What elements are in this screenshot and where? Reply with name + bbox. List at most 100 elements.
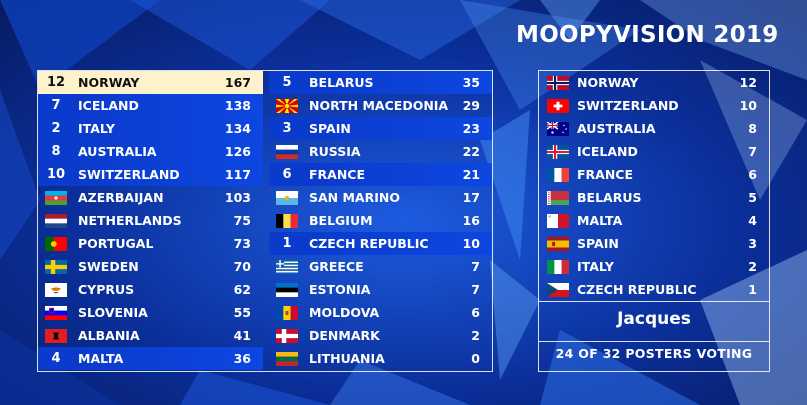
scoreboard-row: SAN MARINO 17 bbox=[269, 186, 492, 209]
country-name: ITALY bbox=[78, 121, 115, 136]
total-score: 17 bbox=[462, 190, 480, 205]
row-slot bbox=[38, 301, 74, 324]
vote-points: 2 bbox=[748, 259, 757, 274]
vote-country-name: ICELAND bbox=[577, 144, 638, 159]
country-name: ALBANIA bbox=[78, 328, 140, 343]
scoreboard-row: NORTH MACEDONIA 29 bbox=[269, 94, 492, 117]
scoreboard-row: LITHUANIA 0 bbox=[269, 347, 492, 370]
row-slot bbox=[38, 255, 74, 278]
vote-points: 10 bbox=[739, 98, 757, 113]
scoreboard-row: 2 ITALY 134 bbox=[38, 117, 263, 140]
country-name: MALTA bbox=[78, 351, 124, 366]
vote-row: ITALY 2 bbox=[539, 255, 769, 278]
vote-points: 5 bbox=[748, 190, 757, 205]
vote-row: ICELAND 7 bbox=[539, 140, 769, 163]
scoreboard-row: PORTUGAL 73 bbox=[38, 232, 263, 255]
albania-flag bbox=[45, 329, 67, 343]
country-name: SLOVENIA bbox=[78, 305, 148, 320]
row-slot bbox=[269, 324, 305, 347]
vote-row: CZECH REPUBLIC 1 bbox=[539, 278, 769, 301]
row-slot bbox=[269, 209, 305, 232]
vote-country-name: SPAIN bbox=[577, 236, 619, 251]
country-name: NORTH MACEDONIA bbox=[309, 98, 449, 113]
scoreboard-left-column: 12 NORWAY 167 7 ICELAND 138 2 ITALY 134 … bbox=[38, 71, 263, 370]
scoreboard-row: 12 NORWAY 167 bbox=[38, 71, 263, 94]
vote-row: MALTA 4 bbox=[539, 209, 769, 232]
total-score: 21 bbox=[462, 167, 480, 182]
france-flag bbox=[547, 168, 569, 182]
country-name: AUSTRALIA bbox=[78, 144, 157, 159]
total-score: 7 bbox=[471, 282, 480, 297]
scoreboard-row: 8 AUSTRALIA 126 bbox=[38, 140, 263, 163]
scoreboard-row: 5 BELARUS 35 bbox=[269, 71, 492, 94]
scoreboard-row: 4 MALTA 36 bbox=[38, 347, 263, 370]
total-score: 73 bbox=[233, 236, 251, 251]
total-score: 16 bbox=[462, 213, 480, 228]
vote-country-name: NORWAY bbox=[577, 75, 639, 90]
row-slot bbox=[269, 278, 305, 301]
total-score: 2 bbox=[471, 328, 480, 343]
malta-flag bbox=[547, 214, 569, 228]
scoreboard-row: NETHERLANDS 75 bbox=[38, 209, 263, 232]
vote-country-name: BELARUS bbox=[577, 190, 642, 205]
belgium-flag bbox=[276, 214, 298, 228]
denmark-flag bbox=[276, 329, 298, 343]
netherlands-flag bbox=[45, 214, 67, 228]
moldova-flag bbox=[276, 306, 298, 320]
total-score: 167 bbox=[224, 75, 251, 90]
vote-country-name: ITALY bbox=[577, 259, 614, 274]
lithuania-flag bbox=[276, 352, 298, 366]
country-name: RUSSIA bbox=[309, 144, 361, 159]
total-score: 70 bbox=[233, 259, 251, 274]
vote-row: NORWAY 12 bbox=[539, 71, 769, 94]
estonia-flag bbox=[276, 283, 298, 297]
czech-republic-flag bbox=[547, 283, 569, 297]
points-awarded: 10 bbox=[46, 167, 66, 182]
vote-row: AUSTRALIA 8 bbox=[539, 117, 769, 140]
row-slot bbox=[269, 94, 305, 117]
total-score: 23 bbox=[462, 121, 480, 136]
spain-flag bbox=[547, 237, 569, 251]
vote-points: 4 bbox=[748, 213, 757, 228]
country-name: FRANCE bbox=[309, 167, 366, 182]
voting-progress: 24 OF 32 POSTERS VOTING bbox=[555, 346, 753, 361]
country-name: NORWAY bbox=[78, 75, 140, 90]
vote-panel-divider bbox=[539, 301, 769, 302]
vote-row: SPAIN 3 bbox=[539, 232, 769, 255]
row-slot: 6 bbox=[269, 163, 305, 186]
vote-row: FRANCE 6 bbox=[539, 163, 769, 186]
scoreboard-row: GREECE 7 bbox=[269, 255, 492, 278]
row-slot: 8 bbox=[38, 140, 74, 163]
country-name: MOLDOVA bbox=[309, 305, 380, 320]
norway-flag bbox=[547, 76, 569, 90]
row-slot bbox=[38, 324, 74, 347]
vote-country-name: CZECH REPUBLIC bbox=[577, 282, 697, 297]
greece-flag bbox=[276, 260, 298, 274]
country-name: CYPRUS bbox=[78, 282, 135, 297]
scoreboard-row: DENMARK 2 bbox=[269, 324, 492, 347]
total-score: 6 bbox=[471, 305, 480, 320]
scoreboard-row: CYPRUS 62 bbox=[38, 278, 263, 301]
vote-country-name: FRANCE bbox=[577, 167, 634, 182]
scoreboard-row: 3 SPAIN 23 bbox=[269, 117, 492, 140]
total-score: 0 bbox=[471, 351, 480, 366]
scoreboard-row: ESTONIA 7 bbox=[269, 278, 492, 301]
scoreboard-row: 6 FRANCE 21 bbox=[269, 163, 492, 186]
country-name: ESTONIA bbox=[309, 282, 371, 297]
total-score: 75 bbox=[233, 213, 251, 228]
scoreboard-right-column: 5 BELARUS 35 NORTH MACEDONIA 29 3 SPAIN … bbox=[269, 71, 492, 370]
page-title: MOOPYVISION 2019 bbox=[516, 22, 779, 48]
points-awarded: 12 bbox=[46, 75, 66, 90]
points-awarded: 5 bbox=[282, 75, 292, 90]
row-slot: 12 bbox=[38, 71, 74, 94]
scoreboard-row: AZERBAIJAN 103 bbox=[38, 186, 263, 209]
row-slot: 10 bbox=[38, 163, 74, 186]
scoreboard-row: SLOVENIA 55 bbox=[38, 301, 263, 324]
row-slot bbox=[38, 278, 74, 301]
iceland-flag bbox=[547, 145, 569, 159]
total-score: 62 bbox=[233, 282, 251, 297]
scoreboard-row: BELGIUM 16 bbox=[269, 209, 492, 232]
scoreboard-row: 7 ICELAND 138 bbox=[38, 94, 263, 117]
row-slot: 7 bbox=[38, 94, 74, 117]
